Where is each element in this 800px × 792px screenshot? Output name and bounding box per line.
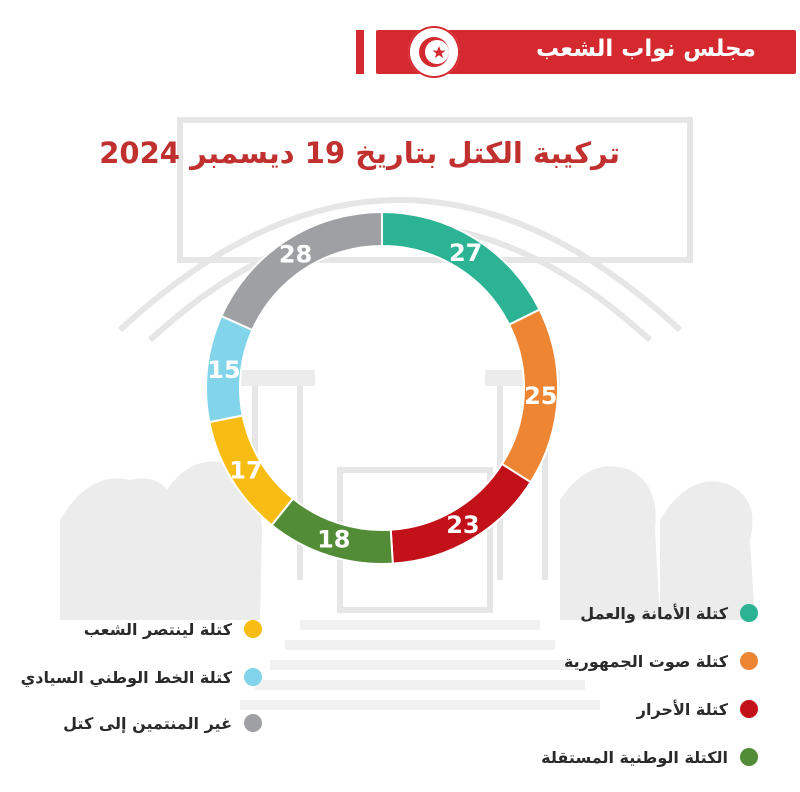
header-accent-bar [356,30,364,74]
donut-slice [381,210,541,327]
legend-color-dot [740,652,758,670]
legend-color-dot [244,714,262,732]
legend-color-dot [740,700,758,718]
legend-label: غير المنتمين إلى كتل [63,713,232,733]
slice-value-label: 28 [279,241,312,269]
donut-slice [220,210,383,332]
legend-label: الكتلة الوطنية المستقلة [541,747,728,767]
legend-color-dot [740,604,758,622]
legend-label: كتلة لينتصر الشعب [83,619,232,639]
chart-title: تركيبة الكتل بتاريخ 19 ديسمبر 2024 [99,136,620,170]
legend-item: كتلة صوت الجمهورية [564,646,758,676]
legend-item: الكتلة الوطنية المستقلة [541,742,758,772]
slice-value-label: 25 [524,382,557,410]
header-title: مجلس نواب الشعب [535,36,756,62]
legend-color-dot [740,748,758,766]
legend-item: كتلة الأمانة والعمل [580,598,758,628]
slice-value-label: 27 [449,239,482,267]
legend-color-dot [244,620,262,638]
legend-item: كتلة لينتصر الشعب [84,614,262,644]
slice-value-label: 23 [446,511,479,539]
legend-label: كتلة الأمانة والعمل [580,603,728,623]
legend-item: كتلة الأحرار [637,694,758,724]
slice-value-label: 18 [317,526,350,554]
legend-color-dot [244,668,262,686]
legend-label: كتلة الأحرار [636,699,728,719]
legend-label: كتلة صوت الجمهورية [563,651,728,671]
legend-label: كتلة الخط الوطني السيادي [20,667,232,687]
legend-item: كتلة الخط الوطني السيادي [21,662,262,692]
tunisia-flag-emblem-icon [408,26,460,78]
legend-item: غير المنتمين إلى كتل [63,708,262,738]
slice-value-label: 15 [207,356,240,384]
slice-value-label: 17 [229,456,262,484]
